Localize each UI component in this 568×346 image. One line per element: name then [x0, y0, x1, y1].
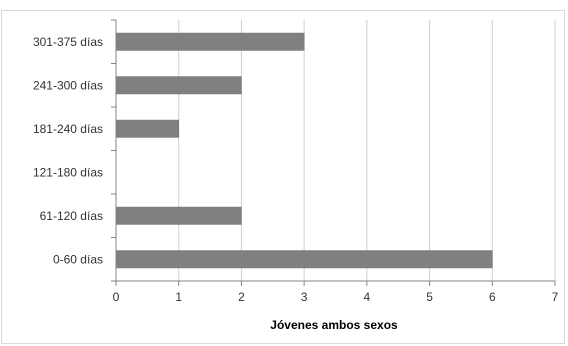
y-tick-label: 181-240 días [33, 122, 103, 136]
y-tick-label: 241-300 días [33, 78, 103, 92]
x-tick-label: 1 [175, 290, 182, 304]
x-axis-title: Jóvenes ambos sexos [270, 318, 398, 332]
x-tick-label: 6 [489, 290, 496, 304]
y-tick-label: 121-180 días [33, 165, 103, 179]
y-tick-label: 61-120 días [40, 209, 103, 223]
bar [115, 206, 242, 225]
x-tick-label: 7 [552, 290, 559, 304]
bar [115, 250, 493, 269]
x-tick-label: 3 [301, 290, 308, 304]
y-tick-label: 0-60 días [53, 252, 103, 266]
bar [115, 119, 179, 138]
chart-frame [1, 10, 565, 344]
bar [115, 76, 242, 95]
y-tick-label: 301-375 días [33, 35, 103, 49]
x-tick-label: 5 [426, 290, 433, 304]
x-tick-label: 4 [364, 290, 371, 304]
x-tick-label: 2 [238, 290, 245, 304]
bar [115, 32, 305, 51]
x-tick-label: 0 [113, 290, 120, 304]
